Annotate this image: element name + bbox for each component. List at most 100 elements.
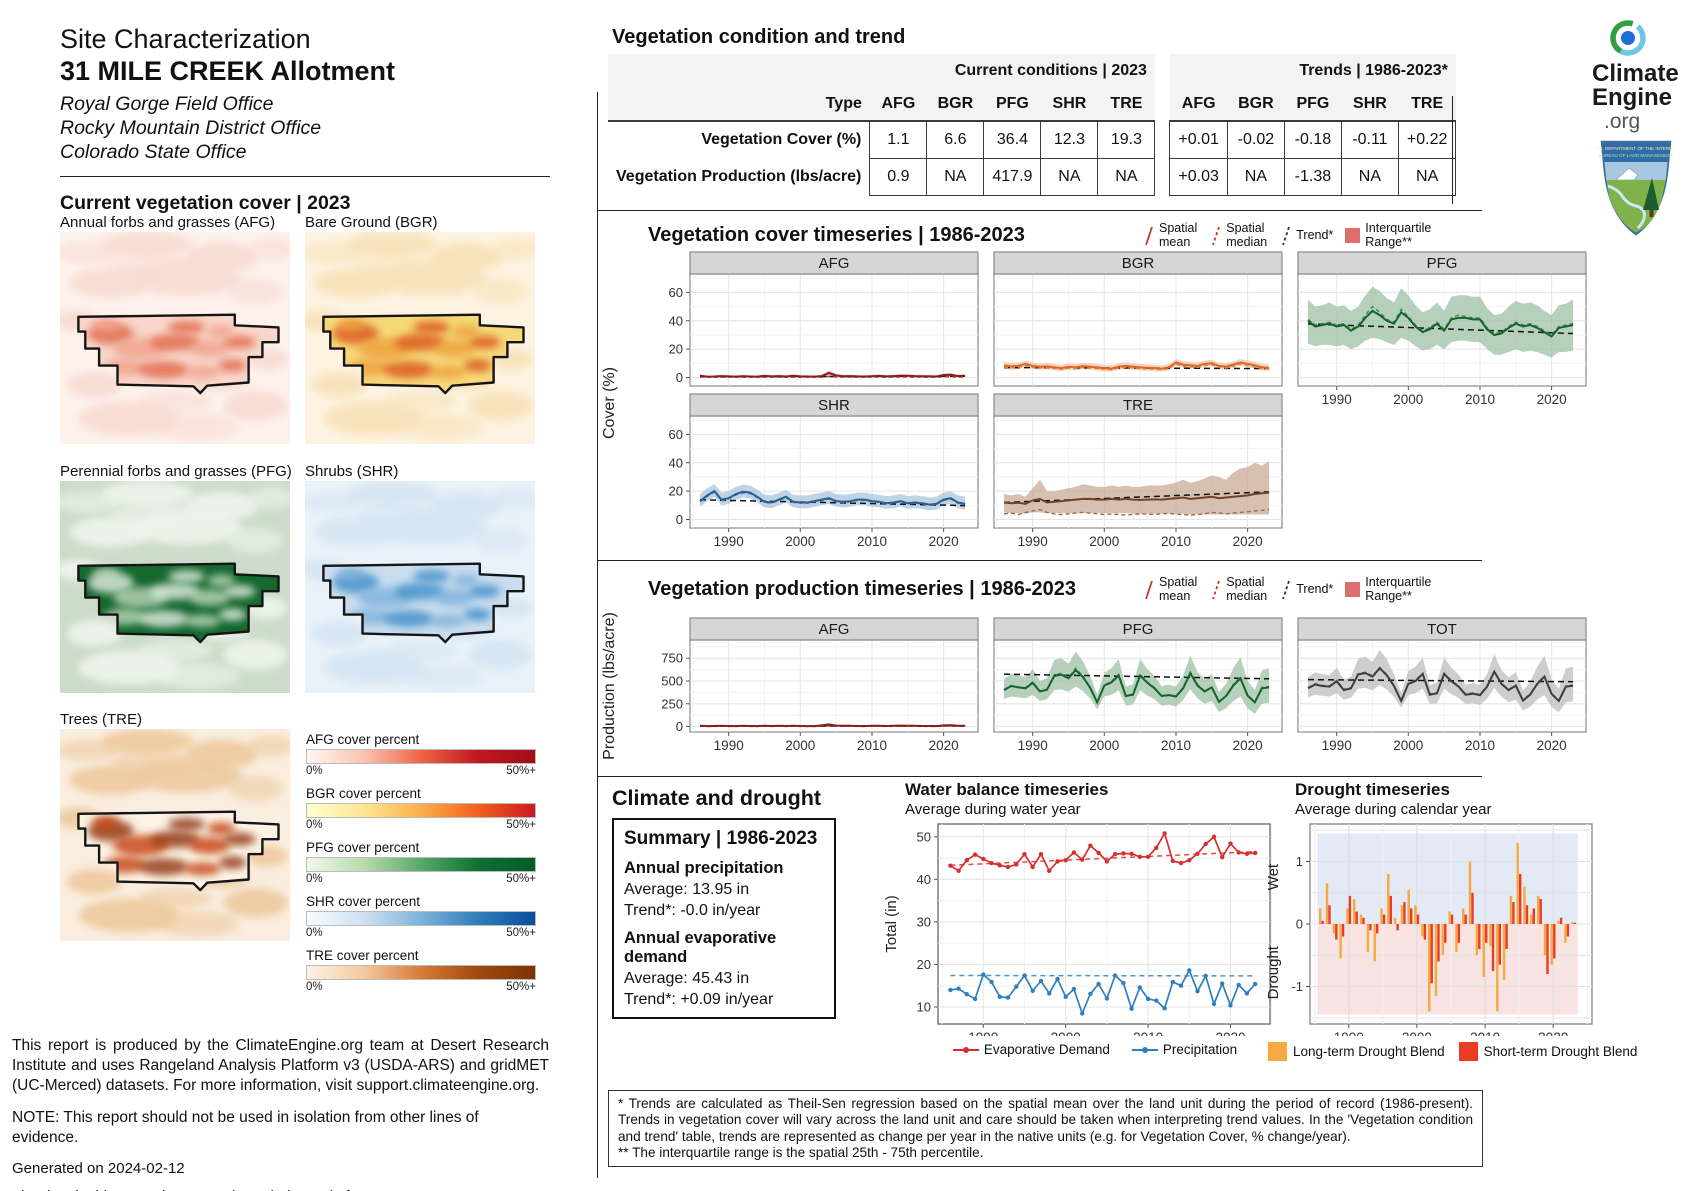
legend-gradient-bar bbox=[306, 749, 536, 764]
legend-item-Short-term-Drought-Blend: Short-term Drought Blend bbox=[1458, 1042, 1637, 1061]
legend-max: 50%+ bbox=[506, 981, 536, 993]
svg-text:1990: 1990 bbox=[714, 534, 744, 549]
legend-title: SHR cover percent bbox=[306, 894, 421, 909]
cover-timeseries-title: Vegetation cover timeseries | 1986-2023 bbox=[648, 224, 1025, 246]
map-PFG-svg bbox=[60, 481, 290, 693]
production-ts-legend: Spatial mean Spatial median Trend* Interquart… bbox=[1142, 575, 1431, 604]
facet-panel-TRE: TRE 1990 2000 2010 2020 bbox=[993, 393, 1283, 549]
current-value: NA bbox=[1097, 158, 1156, 196]
left-footer: This report is produced by the ClimateEn… bbox=[12, 1036, 549, 1191]
badge-text-1: U.S. DEPARTMENT OF THE INTERIOR bbox=[1596, 146, 1676, 151]
svg-text:2010: 2010 bbox=[1465, 738, 1495, 753]
current-veg-cover-title: Current vegetation cover | 2023 bbox=[60, 192, 351, 214]
svg-text:1990: 1990 bbox=[1334, 1030, 1364, 1036]
current-value: 6.6 bbox=[926, 120, 985, 159]
svg-text:250: 250 bbox=[661, 696, 683, 711]
trend-value: +0.01 bbox=[1169, 120, 1228, 159]
legend-title: PFG cover percent bbox=[306, 840, 420, 855]
svg-text:60: 60 bbox=[669, 427, 683, 442]
report-type-title: Site Characterization bbox=[60, 24, 311, 54]
section-divider-2 bbox=[598, 560, 1482, 561]
water-balance-title: Water balance timeseries bbox=[905, 780, 1109, 799]
spatial-median-line bbox=[1003, 363, 1270, 371]
legend-max: 50%+ bbox=[506, 927, 536, 939]
svg-text:2010: 2010 bbox=[1470, 1030, 1500, 1036]
svg-text:0: 0 bbox=[676, 719, 683, 734]
map-label-pfg: Perennial forbs and grasses (PFG) bbox=[60, 463, 292, 480]
note-text: NOTE: This report should not be used in … bbox=[12, 1109, 479, 1147]
production-timeseries-title: Vegetation production timeseries | 1986-… bbox=[648, 578, 1076, 600]
trend-value: NA bbox=[1226, 158, 1285, 196]
group-current: Current conditions | 2023 bbox=[869, 54, 1155, 87]
table-row: Vegetation Production (lbs/acre) 0.9 NA 417… bbox=[608, 158, 1457, 196]
spatial-median-line bbox=[699, 491, 966, 506]
spatial-mean-line bbox=[1307, 666, 1574, 704]
legend-min: 0% bbox=[306, 819, 323, 831]
svg-text:-1: -1 bbox=[1291, 979, 1303, 994]
evap-average: Average: 45.43 in bbox=[624, 969, 750, 987]
col-header-SHR: SHR bbox=[1040, 87, 1098, 122]
group-trends: Trends | 1986-2023* bbox=[1169, 54, 1456, 87]
svg-text:40: 40 bbox=[669, 455, 683, 470]
trend-value: -1.38 bbox=[1283, 158, 1342, 196]
svg-text:2020: 2020 bbox=[1537, 392, 1567, 407]
svg-text:2010: 2010 bbox=[1133, 1030, 1163, 1036]
trend-line bbox=[700, 499, 966, 507]
svg-text:1990: 1990 bbox=[714, 738, 744, 753]
evap-heading: Annual evaporative demand bbox=[624, 928, 777, 966]
col-header-PFG: PFG bbox=[983, 87, 1041, 122]
col-header-BGR: BGR bbox=[926, 87, 984, 122]
svg-text:2010: 2010 bbox=[1161, 738, 1191, 753]
svg-text:Cover (%): Cover (%) bbox=[601, 367, 618, 439]
slash-dashed-icon bbox=[1212, 580, 1221, 600]
legend-max: 50%+ bbox=[506, 873, 536, 885]
svg-text:2010: 2010 bbox=[1161, 534, 1191, 549]
precip-average: Average: 13.95 in bbox=[624, 880, 750, 898]
drought-timeseries-subtitle: Average during calendar year bbox=[1295, 801, 1492, 818]
svg-text:PFG: PFG bbox=[1123, 621, 1154, 638]
facet-panel-BGR: BGR bbox=[993, 251, 1283, 387]
ts-legend-item: Interquartile Range** bbox=[1345, 575, 1431, 604]
ts-legend-item: Spatial mean bbox=[1142, 575, 1197, 604]
legend-min: 0% bbox=[306, 981, 323, 993]
svg-text:10: 10 bbox=[917, 1000, 931, 1015]
svg-text:750: 750 bbox=[661, 651, 683, 666]
map-AFG-svg bbox=[60, 232, 290, 444]
gradient-legend-2: PFG cover percent 0% 50%+ bbox=[306, 840, 536, 885]
climate-engine-icon bbox=[1606, 16, 1650, 60]
trend-line bbox=[1004, 673, 1270, 680]
svg-text:2020: 2020 bbox=[1215, 1030, 1245, 1036]
col-header-TRE: TRE bbox=[1097, 87, 1155, 122]
gradient-legend-1: BGR cover percent 0% 50%+ bbox=[306, 786, 536, 831]
svg-text:1990: 1990 bbox=[968, 1030, 998, 1036]
current-value: 12.3 bbox=[1040, 120, 1099, 159]
map-label-afg: Annual forbs and grasses (AFG) bbox=[60, 214, 276, 231]
spatial-mean-line bbox=[699, 489, 966, 506]
trend-value: NA bbox=[1397, 158, 1457, 196]
svg-text:2000: 2000 bbox=[1393, 738, 1423, 753]
drought-svg: 1 0 -1 1990 2000 2010 2020 Wet Drought bbox=[1265, 823, 1593, 1036]
svg-text:TOT: TOT bbox=[1427, 621, 1457, 638]
svg-text:2010: 2010 bbox=[857, 534, 887, 549]
svg-text:2000: 2000 bbox=[1089, 534, 1119, 549]
evap-trend: Trend*: +0.09 in/year bbox=[624, 990, 774, 1008]
svg-text:PFG: PFG bbox=[1427, 255, 1458, 272]
col-header-trend-SHR: SHR bbox=[1341, 87, 1399, 122]
iqr-band bbox=[1004, 359, 1270, 372]
water-balance-chart: 10203040501990200020102020Total (in) bbox=[880, 818, 1300, 1036]
water-balance-subtitle: Average during water year bbox=[905, 801, 1081, 818]
svg-text:40: 40 bbox=[917, 872, 931, 887]
row-label: Vegetation Cover (%) bbox=[701, 131, 862, 149]
svg-text:2000: 2000 bbox=[785, 738, 815, 753]
current-value: 19.3 bbox=[1097, 120, 1156, 159]
water-balance-legend: Evaporative Demand Precipitation bbox=[900, 1042, 1290, 1057]
col-header-trend-AFG: AFG bbox=[1169, 87, 1228, 122]
legend-max: 50%+ bbox=[506, 765, 536, 777]
trend-value: +0.03 bbox=[1169, 158, 1228, 196]
spatial-mean-line bbox=[1003, 361, 1270, 370]
facet-panel-PFG: PFG 1990 2000 2010 2020 bbox=[993, 617, 1283, 753]
svg-text:0: 0 bbox=[676, 512, 683, 527]
legend-title: TRE cover percent bbox=[306, 948, 419, 963]
ts-legend-item: Trend* bbox=[1279, 223, 1333, 249]
generated-date: Generated on 2024-02-12 bbox=[12, 1160, 185, 1178]
